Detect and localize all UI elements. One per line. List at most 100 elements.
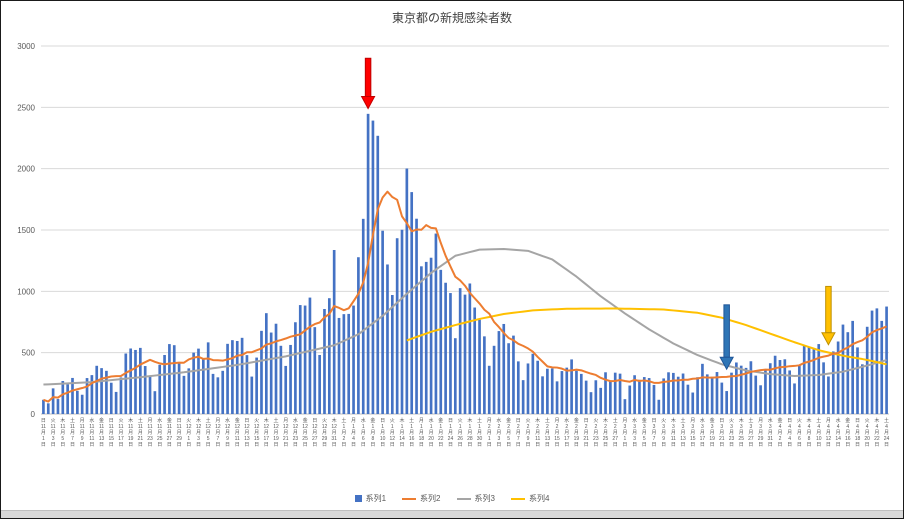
worksheet-edge	[1, 510, 903, 518]
x-tick-label: 木 2 月 25 日	[602, 418, 609, 448]
x-tick-label: 土 4 月 10 日	[815, 418, 822, 448]
x-tick-label: 金 11 月 13 日	[98, 418, 105, 448]
x-tick-label: 月 11 月 23 日	[147, 418, 153, 448]
x-tick-label: 月 2 月 15 日	[554, 418, 560, 448]
legend-label: 系列2	[420, 494, 441, 503]
x-tick-label: 金 3 月 19 日	[709, 418, 715, 448]
x-tick-label: 土 2 月 27 日	[612, 418, 618, 448]
x-tick-label: 木 11 月 19 日	[127, 418, 134, 448]
x-tick-label: 日 12 月 27 日	[312, 418, 318, 448]
x-tick-label: 土 1 月 16 日	[408, 418, 415, 448]
x-tick-label: 金 12 月 25 日	[302, 418, 308, 448]
series3-line[interactable]	[43, 248, 887, 386]
series1-marker-icon	[354, 495, 362, 502]
x-tick-label: 土 2 月 13 日	[544, 418, 551, 448]
series2-line[interactable]	[43, 190, 887, 403]
x-tick-label: 木 2 月 11 日	[535, 418, 541, 448]
svg-text:2000: 2000	[17, 165, 35, 174]
x-tick-label: 月 3 月 15 日	[689, 418, 696, 448]
x-tick-label: 日 3 月 21 日	[719, 418, 725, 448]
yellow-arrow[interactable]	[821, 285, 836, 346]
x-tick-label: 金 2 月 19 日	[573, 418, 580, 448]
x-tick-label: 土 4 月 24 日	[883, 418, 890, 448]
x-tick-label: 日 1 月 10 日	[379, 418, 386, 448]
x-tick-label: 木 12 月 3 日	[195, 418, 202, 448]
x-tick-label: 火 1 月 26 日	[457, 418, 463, 448]
series4-line[interactable]	[406, 307, 887, 366]
x-tick-label: 月 4 月 12 日	[825, 418, 832, 448]
x-tick-label: 水 1 月 20 日	[428, 418, 434, 448]
legend-item-series3[interactable]: 系列3	[456, 493, 495, 504]
x-tick-label: 水 3 月 17 日	[699, 418, 706, 448]
svg-text:2500: 2500	[17, 103, 35, 112]
series4-marker-icon	[510, 497, 525, 500]
x-tick-label: 水 12 月 23 日	[292, 418, 299, 448]
x-tick-label: 木 4 月 22 日	[874, 418, 880, 448]
x-tick-label: 火 11 月 17 日	[118, 418, 124, 448]
x-tick-label: 木 3 月 25 日	[738, 418, 744, 448]
blue-arrow[interactable]	[719, 304, 735, 371]
x-tick-label: 月 12 月 21 日	[282, 418, 289, 448]
series1-bars[interactable]	[42, 113, 888, 415]
svg-text:3000: 3000	[17, 42, 35, 51]
chart-legend[interactable]: 系列1 系列2 系列3 系列4	[1, 493, 903, 504]
x-tick-label: 月 11 月 9 日	[79, 418, 85, 448]
x-tick-label: 木 12 月 17 日	[263, 418, 270, 448]
legend-item-series1[interactable]: 系列1	[354, 493, 387, 504]
x-tick-label: 木 3 月 11 日	[670, 418, 676, 448]
x-tick-label: 木 11 月 5 日	[60, 418, 66, 448]
svg-text:500: 500	[22, 349, 36, 358]
legend-item-series4[interactable]: 系列4	[510, 493, 549, 504]
x-tick-label: 土 1 月 30 日	[476, 418, 483, 448]
x-tick-label: 土 3 月 27 日	[748, 418, 754, 448]
x-tick-label: 日 11 月 15 日	[108, 418, 115, 448]
x-tick-label: 火 11 月 3 日	[50, 418, 56, 448]
x-tick-label: 月 1 月 18 日	[418, 418, 425, 448]
x-tick-label: 木 1 月 14 日	[399, 418, 405, 448]
x-tick-label: 水 4 月 14 日	[835, 418, 841, 448]
x-tick-label: 火 12 月 15 日	[253, 418, 260, 448]
x-tick-label: 日 4 月 18 日	[854, 418, 861, 448]
x-tick-label: 土 12 月 5 日	[205, 418, 211, 448]
x-tick-label: 火 4 月 20 日	[864, 418, 870, 448]
legend-label: 系列3	[474, 494, 495, 503]
legend-label: 系列1	[365, 494, 387, 503]
x-tick-label: 木 12 月 31 日	[331, 418, 337, 448]
x-tick-label: 月 3 月 29 日	[757, 418, 764, 448]
x-tick-label: 土 12 月 19 日	[273, 418, 279, 448]
x-tick-label: 木 1 月 28 日	[467, 418, 473, 448]
svg-text:1500: 1500	[17, 226, 35, 235]
x-tick-label: 火 3 月 23 日	[728, 418, 735, 448]
svg-text:1000: 1000	[17, 287, 35, 296]
legend-item-series2[interactable]: 系列2	[402, 493, 441, 504]
series3-marker-icon	[456, 497, 471, 500]
x-tick-label: 金 11 月 27 日	[166, 418, 173, 448]
x-tick-label: 日 12 月 13 日	[244, 418, 250, 448]
x-tick-label: 日 1 月 24 日	[447, 418, 454, 448]
x-tick-label: 月 12 月 7 日	[215, 418, 221, 448]
x-tick-label: 水 12 月 9 日	[224, 418, 231, 448]
x-tick-label: 金 1 月 22 日	[437, 418, 444, 448]
x-tick-label: 金 4 月 16 日	[845, 418, 851, 448]
x-tick-label: 火 2 月 23 日	[593, 418, 599, 448]
red-arrow[interactable]	[360, 57, 376, 110]
x-tick-label: 火 1 月 12 日	[389, 418, 396, 448]
x-tick-label: 金 12 月 11 日	[234, 418, 241, 448]
